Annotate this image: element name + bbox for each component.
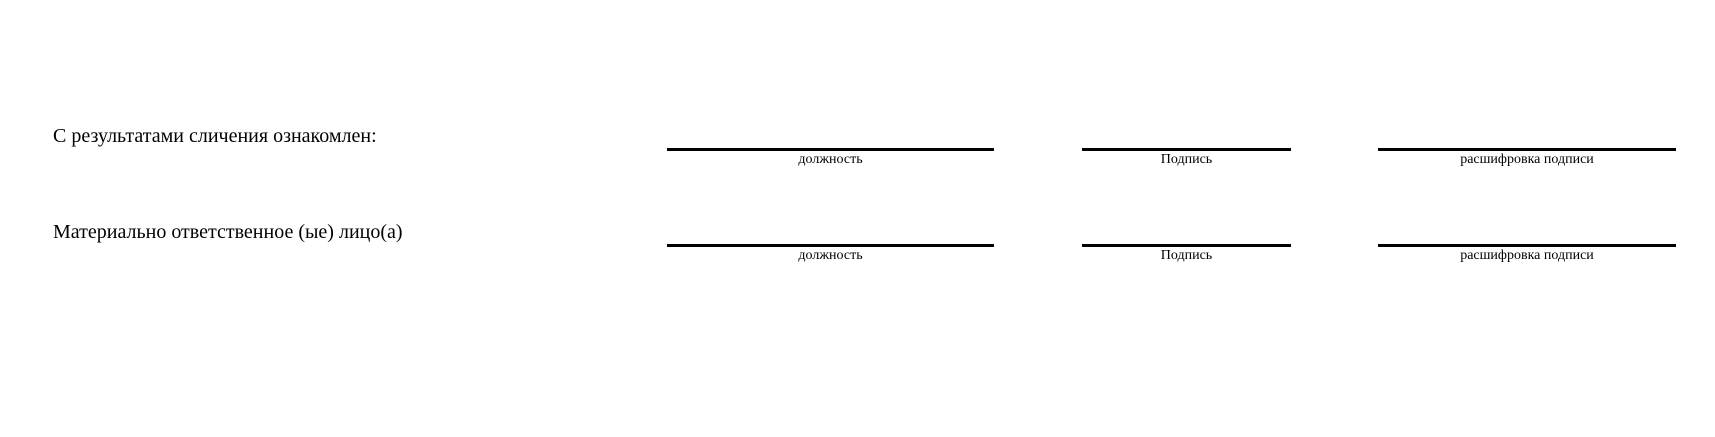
acknowledgement-row: С результатами сличения ознакомлен: долж… — [0, 124, 1715, 174]
position-line — [667, 244, 994, 247]
signature-decode-field: расшифровка подписи — [1378, 148, 1676, 172]
signature-decode-field: расшифровка подписи — [1378, 244, 1676, 268]
responsible-person-label: Материально ответственное (ые) лицо(а) — [53, 221, 403, 243]
signature-line — [1082, 244, 1291, 247]
position-caption: должность — [798, 152, 863, 167]
signature-caption: Подпись — [1160, 248, 1213, 263]
signature-decode-caption: расшифровка подписи — [1460, 248, 1594, 263]
position-field: должность — [667, 148, 994, 172]
signature-decode-line — [1378, 148, 1676, 151]
acknowledgement-label: С результатами сличения ознакомлен: — [53, 125, 377, 147]
signature-caption: Подпись — [1160, 152, 1213, 167]
responsible-person-row: Материально ответственное (ые) лицо(а) д… — [0, 220, 1715, 270]
signature-field: Подпись — [1082, 148, 1291, 172]
position-line — [667, 148, 994, 151]
signature-decode-line — [1378, 244, 1676, 247]
position-field: должность — [667, 244, 994, 268]
signature-decode-caption: расшифровка подписи — [1460, 152, 1594, 167]
position-caption: должность — [798, 248, 863, 263]
signature-field: Подпись — [1082, 244, 1291, 268]
signature-line — [1082, 148, 1291, 151]
